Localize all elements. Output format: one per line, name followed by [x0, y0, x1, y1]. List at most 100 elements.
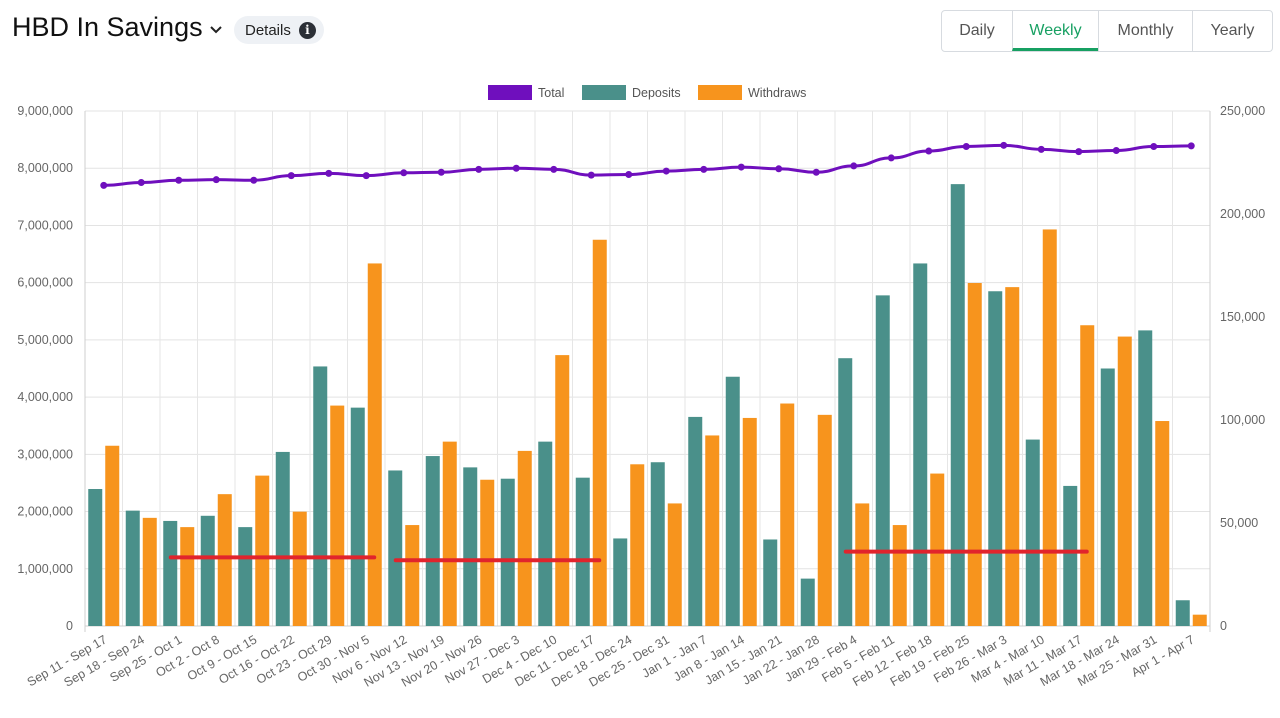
withdraws-bar: [1005, 287, 1020, 626]
total-point: [400, 169, 408, 177]
y-right-tick-label: 50,000: [1220, 516, 1258, 530]
deposits-bar: [800, 578, 815, 626]
legend-swatch-total: [488, 85, 532, 100]
deposits-bar: [1175, 600, 1190, 626]
deposits-bar: [913, 263, 928, 626]
details-button[interactable]: Details i: [234, 16, 324, 44]
withdraws-bar: [1117, 336, 1132, 626]
y-right-tick-label: 250,000: [1220, 104, 1265, 118]
y-right-tick-label: 200,000: [1220, 207, 1265, 221]
y-right-tick-label: 0: [1220, 619, 1227, 633]
withdraws-bar: [330, 405, 345, 626]
total-point: [1112, 146, 1120, 154]
withdraws-bar: [555, 355, 570, 626]
deposits-bar: [838, 358, 853, 626]
header: HBD In Savings Details i Daily Weekly Mo…: [0, 0, 1280, 62]
total-point: [812, 168, 820, 176]
savings-chart: 0 1,000,000 2,000,000 3,000,000 4,000,000 5,0…: [17, 85, 1265, 690]
deposits-bar: [238, 527, 253, 626]
deposits-bar: [725, 376, 740, 626]
total-point: [662, 167, 670, 175]
total-point: [1075, 148, 1083, 156]
deposits-bar: [425, 456, 440, 626]
total-line: [103, 143, 1192, 187]
details-label: Details: [245, 21, 291, 39]
deposits-bar: [875, 295, 890, 626]
total-point: [362, 172, 370, 180]
tab-monthly[interactable]: Monthly: [1098, 11, 1192, 51]
y-left-tick-label: 9,000,000: [17, 104, 73, 118]
withdraws-bar: [217, 494, 232, 626]
y-left-tick-label: 2,000,000: [17, 505, 73, 519]
deposits-bar: [613, 538, 628, 626]
withdraws-bar: [592, 239, 607, 626]
total-point: [962, 142, 970, 150]
deposits-bar: [350, 407, 365, 626]
withdraws-bar: [292, 511, 307, 626]
withdraws-bar: [630, 464, 645, 626]
total-point: [175, 176, 183, 184]
info-icon: i: [298, 21, 316, 39]
total-point: [287, 172, 295, 180]
deposits-bar: [500, 478, 515, 626]
deposits-bar: [163, 520, 178, 626]
total-point: [512, 164, 520, 172]
y-right-tick-label: 150,000: [1220, 310, 1265, 324]
withdraws-bar: [105, 445, 120, 626]
deposits-bar: [688, 416, 703, 626]
y-left-tick-label: 5,000,000: [17, 333, 73, 347]
deposits-bar: [763, 539, 778, 626]
tab-daily[interactable]: Daily: [959, 22, 995, 39]
total-point: [137, 179, 145, 187]
withdraws-bar: [1080, 325, 1095, 626]
withdraws-bar: [142, 517, 157, 626]
tab-weekly[interactable]: Weekly: [1012, 11, 1098, 51]
withdraws-bar: [967, 283, 982, 626]
deposits-bar: [1063, 485, 1078, 626]
y-left-tick-label: 3,000,000: [17, 447, 73, 461]
withdraws-bar: [1155, 421, 1170, 626]
deposits-bar: [388, 470, 403, 626]
withdraws-bar: [367, 263, 382, 626]
legend-label-withdraws: Withdraws: [748, 86, 806, 100]
deposits-bar: [650, 462, 665, 626]
deposits-bar: [538, 441, 553, 626]
deposits-bar: [1100, 368, 1115, 626]
total-point: [212, 176, 220, 184]
legend-label-total: Total: [538, 86, 564, 100]
total-point: [475, 165, 483, 173]
withdraws-bar: [667, 503, 682, 626]
total-point: [700, 165, 708, 173]
deposits-bar: [200, 515, 215, 626]
total-point: [737, 163, 745, 171]
deposits-bar: [275, 451, 290, 626]
total-point: [850, 162, 858, 170]
deposits-bar: [575, 477, 590, 626]
y-left-tick-label: 4,000,000: [17, 390, 73, 404]
tab-yearly[interactable]: Yearly: [1192, 11, 1272, 51]
deposits-bar: [313, 366, 328, 626]
y-left-tick-label: 8,000,000: [17, 161, 73, 175]
total-point: [1000, 141, 1008, 149]
withdraws-bar: [892, 525, 907, 626]
y-left-tick-label: 7,000,000: [17, 218, 73, 232]
title-dropdown[interactable]: HBD In Savings: [12, 12, 223, 43]
total-point: [437, 168, 445, 176]
withdraws-bar: [517, 450, 532, 626]
y-left-tick-label: 0: [66, 619, 73, 633]
total-point: [550, 165, 558, 173]
withdraws-bar: [705, 435, 720, 626]
withdraws-bar: [817, 414, 832, 626]
withdraws-bar: [180, 527, 195, 626]
total-point: [325, 169, 333, 177]
total-point: [1150, 142, 1158, 150]
total-point: [775, 165, 783, 173]
withdraws-bar: [1042, 229, 1057, 626]
total-point: [100, 181, 108, 189]
deposits-bar: [125, 510, 140, 626]
deposits-bar: [1138, 330, 1153, 626]
withdraws-bar: [480, 479, 495, 626]
withdraws-bar: [855, 503, 870, 626]
page-title: HBD In Savings: [12, 12, 203, 42]
legend-swatch-withdraws: [698, 85, 742, 100]
